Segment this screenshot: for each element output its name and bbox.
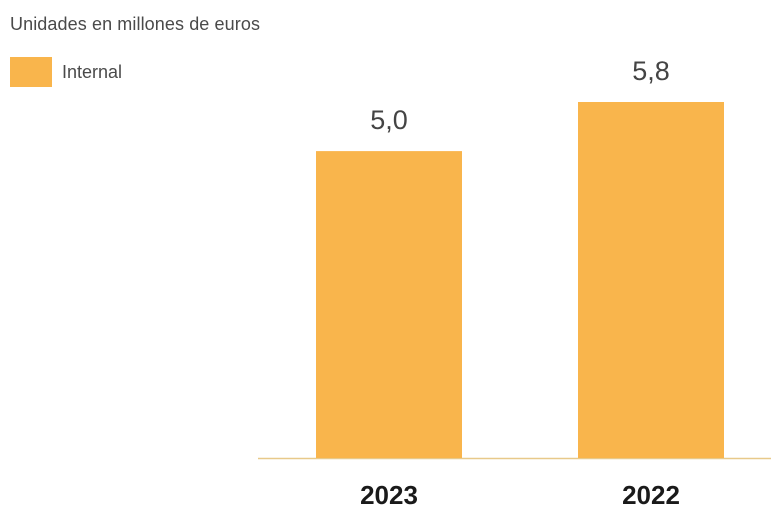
data-label-2023: 5,0 <box>370 105 408 135</box>
bar-2023 <box>316 151 462 458</box>
chart-legend: Internal <box>10 57 122 87</box>
legend-swatch-internal <box>10 57 52 87</box>
chart-subtitle: Unidades en millones de euros <box>10 14 261 34</box>
x-tick-label-2022: 2022 <box>622 480 680 508</box>
data-label-2022: 5,8 <box>632 56 670 86</box>
bar-2022 <box>578 102 724 458</box>
legend-label-internal: Internal <box>62 61 123 82</box>
x-tick-label-2023: 2023 <box>360 480 418 508</box>
